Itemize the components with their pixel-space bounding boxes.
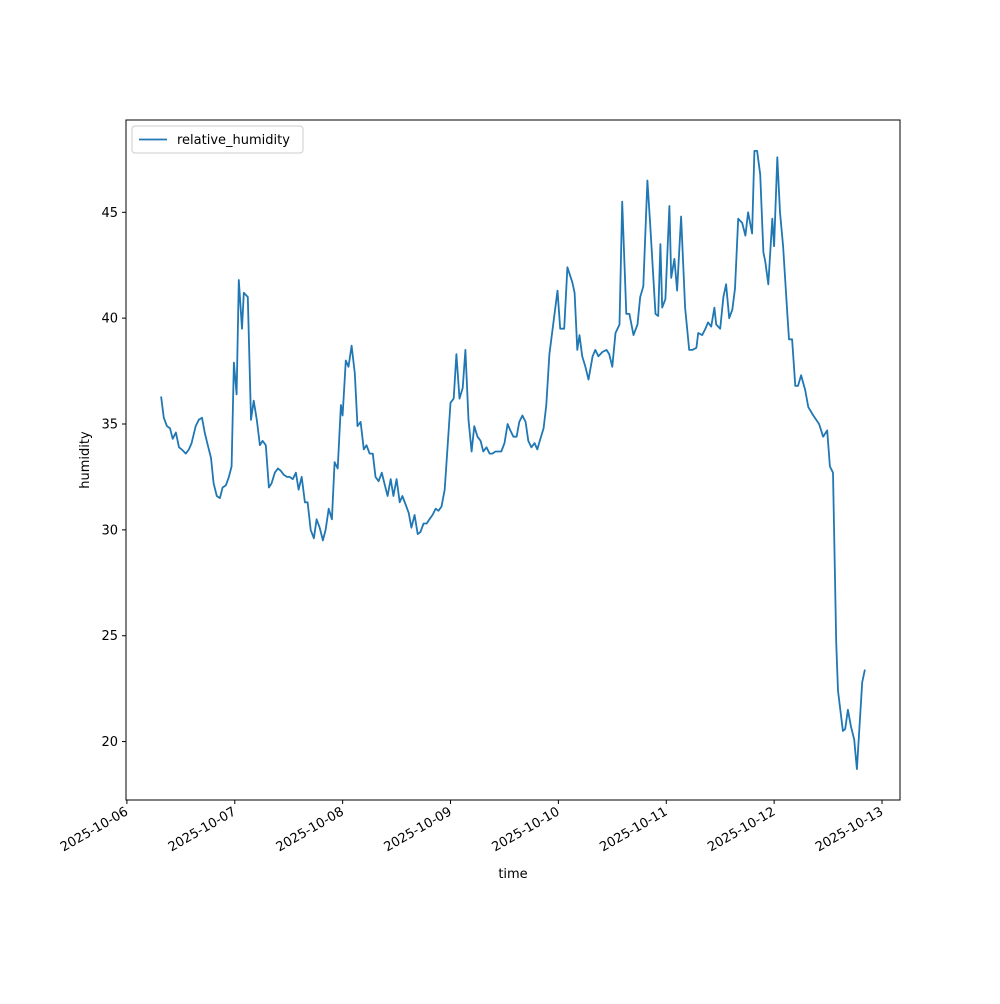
legend: relative_humidity — [131, 125, 304, 154]
y-tick-label: 30 — [101, 523, 118, 538]
legend-box — [131, 125, 304, 154]
plot-area-frame — [125, 119, 901, 801]
x-axis-label: time — [498, 867, 527, 882]
y-tick-label: 45 — [101, 206, 118, 221]
y-tick-label: 20 — [101, 735, 118, 750]
y-tick-label: 40 — [101, 312, 118, 327]
series-line-relative-humidity — [160, 150, 866, 770]
y-tick-label: 25 — [101, 629, 118, 644]
y-axis-label: humidity — [78, 431, 93, 489]
legend-label: relative_humidity — [177, 133, 290, 148]
y-tick-label: 35 — [101, 418, 118, 433]
y-axis-ticks: 20 25 30 35 40 45 — [101, 206, 126, 750]
